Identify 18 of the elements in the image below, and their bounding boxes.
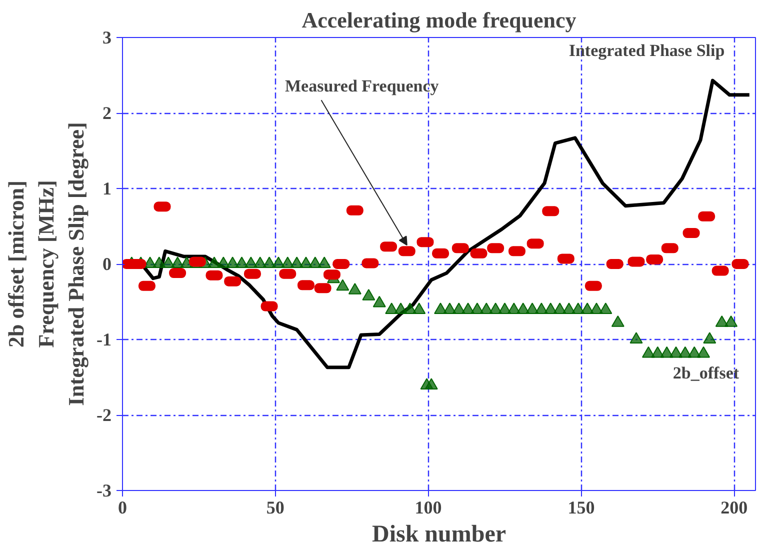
- y-tick-label: 3: [102, 28, 112, 48]
- y-tick-label: 0: [102, 254, 112, 274]
- x-tick-label: 100: [414, 498, 442, 518]
- y-tick-label: 2: [102, 103, 112, 123]
- y-tick-label: -1: [96, 330, 112, 350]
- x-tick-label: 50: [266, 498, 284, 518]
- y-tick-label: 1: [102, 178, 112, 198]
- y-tick-label: -2: [96, 405, 112, 425]
- x-tick-label: 0: [118, 498, 127, 518]
- series-label: Integrated Phase Slip: [568, 41, 725, 60]
- y-axis-title: 2b offset [micron] Frequency [MHz] Integrated Phase Slip [degree]: [4, 122, 89, 406]
- x-axis-title: Disk number: [372, 522, 506, 548]
- series-label: 2b_offset: [672, 363, 740, 382]
- x-tick-label: 150: [568, 498, 595, 518]
- y-tick-label: -3: [96, 480, 112, 500]
- chart-title: Accelerating mode frequency: [302, 8, 576, 32]
- x-tick-label: 200: [720, 498, 748, 518]
- text: Measured Frequency: [285, 76, 440, 96]
